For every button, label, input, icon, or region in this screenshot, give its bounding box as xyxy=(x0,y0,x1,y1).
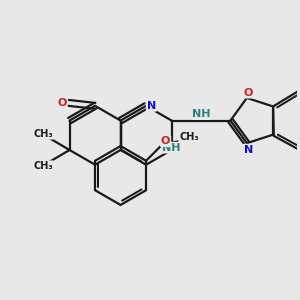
Text: O: O xyxy=(244,88,253,98)
Text: CH₃: CH₃ xyxy=(179,132,199,142)
Text: O: O xyxy=(161,136,170,146)
Text: CH₃: CH₃ xyxy=(33,161,53,171)
Text: N: N xyxy=(147,101,156,111)
Text: O: O xyxy=(57,98,67,108)
Text: NH: NH xyxy=(192,109,210,119)
Text: N: N xyxy=(244,145,253,154)
Text: NH: NH xyxy=(162,142,181,153)
Text: CH₃: CH₃ xyxy=(33,129,53,139)
